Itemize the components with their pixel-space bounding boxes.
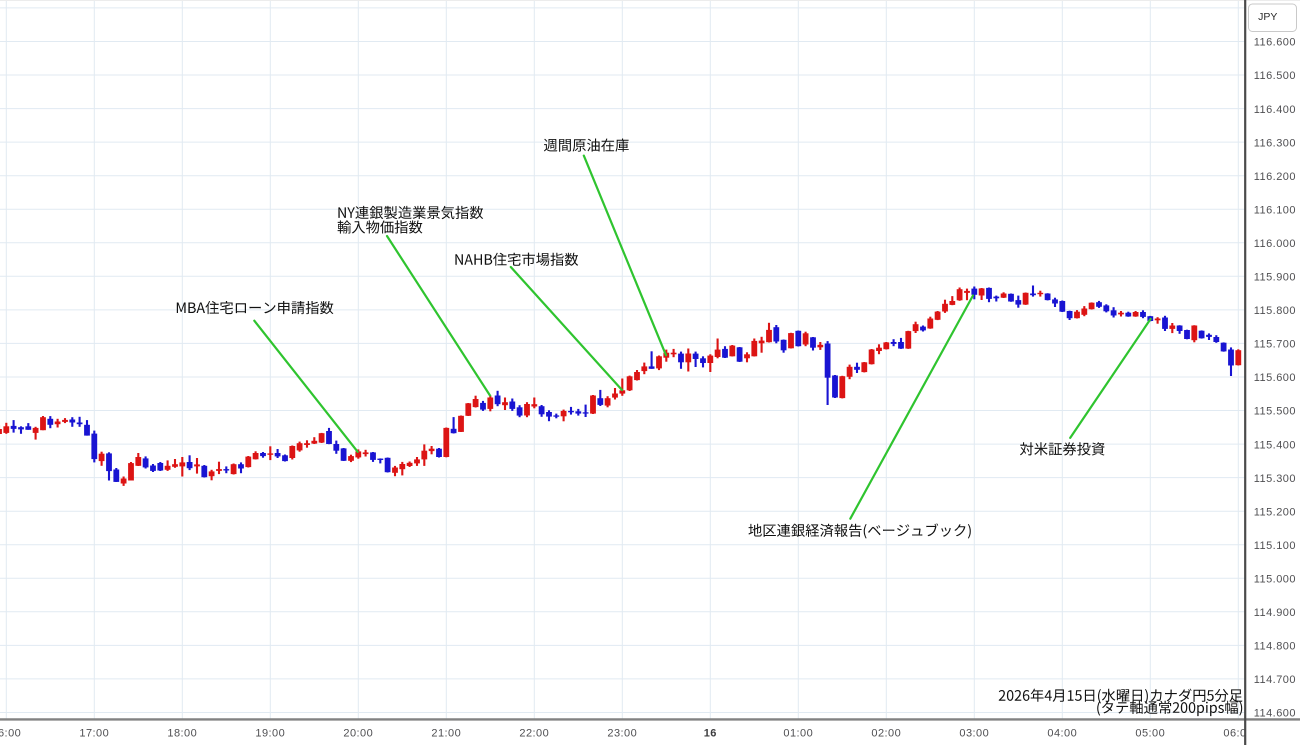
svg-text:20:00: 20:00: [343, 728, 373, 740]
svg-text:114.600: 114.600: [1254, 708, 1296, 720]
svg-text:114.900: 114.900: [1254, 607, 1296, 619]
svg-text:04:00: 04:00: [1047, 728, 1077, 740]
svg-text:116.300: 116.300: [1254, 137, 1296, 149]
svg-text:16: 16: [704, 728, 717, 740]
svg-text:116.600: 116.600: [1254, 37, 1296, 49]
svg-text:22:00: 22:00: [519, 728, 549, 740]
svg-text:18:00: 18:00: [167, 728, 197, 740]
svg-text:116.400: 116.400: [1254, 104, 1296, 116]
svg-text:115.400: 115.400: [1254, 439, 1296, 451]
svg-text:116.500: 116.500: [1254, 70, 1296, 82]
svg-text:16:00: 16:00: [0, 728, 21, 740]
svg-text:19:00: 19:00: [255, 728, 285, 740]
svg-text:06:00: 06:00: [1223, 728, 1253, 740]
svg-text:JPY: JPY: [1258, 11, 1277, 23]
svg-text:116.000: 116.000: [1254, 238, 1296, 250]
svg-text:01:00: 01:00: [783, 728, 813, 740]
svg-text:115.800: 115.800: [1254, 305, 1296, 317]
svg-text:17:00: 17:00: [79, 728, 109, 740]
svg-text:115.700: 115.700: [1254, 339, 1296, 351]
svg-text:115.500: 115.500: [1254, 406, 1296, 418]
svg-text:114.800: 114.800: [1254, 641, 1296, 653]
svg-text:116.200: 116.200: [1254, 171, 1296, 183]
svg-text:02:00: 02:00: [871, 728, 901, 740]
svg-text:116.100: 116.100: [1254, 204, 1296, 216]
svg-text:23:00: 23:00: [607, 728, 637, 740]
svg-text:05:00: 05:00: [1135, 728, 1165, 740]
svg-text:21:00: 21:00: [431, 728, 461, 740]
svg-text:115.600: 115.600: [1254, 372, 1296, 384]
svg-text:115.100: 115.100: [1254, 540, 1296, 552]
svg-text:115.200: 115.200: [1254, 506, 1296, 518]
svg-text:115.900: 115.900: [1254, 272, 1296, 284]
svg-text:115.300: 115.300: [1254, 473, 1296, 485]
svg-text:03:00: 03:00: [959, 728, 989, 740]
svg-text:115.000: 115.000: [1254, 574, 1296, 586]
svg-text:114.700: 114.700: [1254, 674, 1296, 686]
